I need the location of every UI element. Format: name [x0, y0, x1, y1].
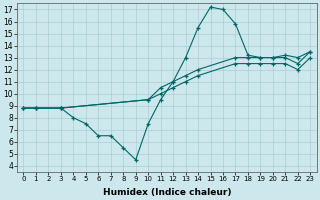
X-axis label: Humidex (Indice chaleur): Humidex (Indice chaleur) [103, 188, 231, 197]
